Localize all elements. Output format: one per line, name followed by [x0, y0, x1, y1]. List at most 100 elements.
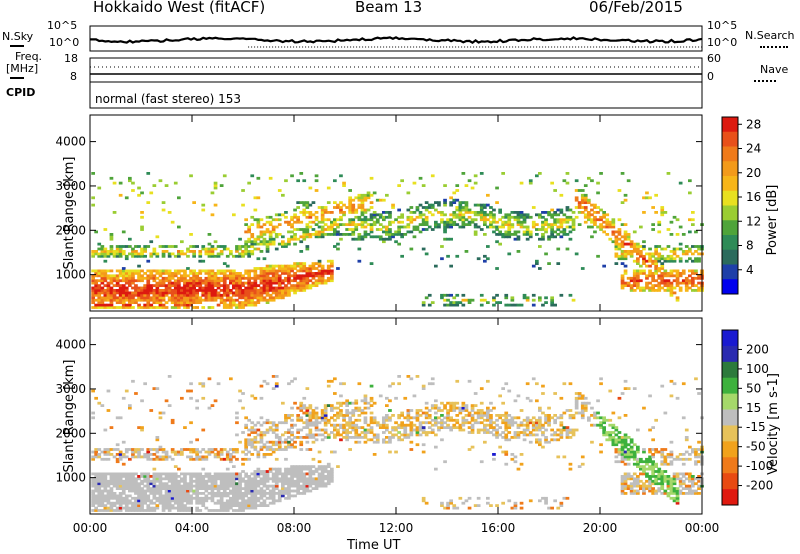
range-time-cell [580, 193, 585, 197]
range-time-cell [265, 276, 270, 280]
range-time-cell [501, 220, 505, 224]
range-time-cell [504, 215, 509, 219]
range-time-cell [406, 208, 411, 212]
range-time-cell [556, 218, 561, 222]
range-time-cell [403, 396, 408, 400]
range-time-cell [207, 487, 212, 490]
range-time-cell [210, 298, 215, 302]
range-time-cell [210, 250, 215, 253]
range-time-cell [134, 298, 138, 302]
range-time-cell [351, 230, 356, 234]
range-time-cell [486, 414, 490, 417]
range-time-cell [507, 218, 512, 222]
range-time-cell [274, 293, 279, 297]
range-time-cell [140, 455, 144, 459]
range-time-cell [317, 274, 322, 278]
range-time-cell [155, 450, 160, 454]
range-time-cell [357, 198, 362, 202]
range-time-cell [118, 482, 123, 486]
range-time-cell [137, 186, 141, 190]
range-time-cell [547, 423, 551, 427]
range-time-cell [253, 494, 258, 498]
nsearch-tick-bottom: 10^0 [707, 36, 738, 49]
range-time-cell [149, 289, 154, 292]
range-time-cell [602, 230, 606, 234]
range-time-cell [164, 504, 169, 507]
range-time-cell [565, 431, 570, 434]
range-time-cell [100, 496, 105, 500]
range-time-cell [241, 296, 245, 300]
range-time-cell [516, 223, 521, 226]
range-time-cell [302, 467, 307, 471]
range-time-cell [155, 438, 160, 442]
range-time-cell [161, 269, 166, 273]
range-time-cell [461, 215, 466, 219]
range-time-cell [91, 293, 95, 297]
range-time-cell [587, 176, 591, 180]
range-time-cell [311, 262, 316, 265]
range-time-cell [271, 423, 276, 427]
range-time-cell [571, 220, 576, 224]
range-time-cell [287, 443, 291, 447]
range-time-cell [112, 298, 117, 302]
range-time-cell [198, 382, 203, 386]
range-time-cell [293, 484, 297, 488]
range-time-cell [222, 274, 227, 278]
range-time-cell [305, 479, 310, 483]
range-time-cell [109, 426, 114, 429]
range-time-cell [372, 211, 377, 214]
range-time-cell [259, 225, 264, 229]
range-time-cell [262, 504, 267, 507]
range-time-cell [681, 252, 686, 256]
range-time-cell [229, 276, 233, 280]
range-time-cell [91, 289, 95, 292]
range-time-cell [235, 286, 239, 290]
range-time-cell [691, 281, 695, 285]
range-time-cell [253, 428, 258, 432]
range-time-cell [216, 475, 221, 478]
range-time-cell [305, 411, 310, 415]
range-time-cell [446, 254, 450, 258]
range-time-cell [479, 172, 484, 175]
range-time-cell [155, 289, 160, 292]
range-time-cell [253, 438, 258, 442]
range-time-cell [388, 438, 392, 442]
range-time-cell [268, 426, 273, 429]
range-time-cell [651, 206, 655, 209]
range-time-cell [397, 228, 401, 231]
range-time-cell [137, 286, 141, 290]
range-time-cell [164, 291, 169, 295]
range-time-cell [134, 492, 138, 495]
range-time-cell [91, 494, 95, 498]
range-time-cell [394, 426, 398, 429]
range-time-cell [232, 494, 236, 498]
range-time-cell [106, 482, 111, 486]
range-time-cell [403, 423, 408, 427]
range-time-cell [360, 235, 365, 239]
range-time-cell [118, 499, 123, 503]
range-time-cell [152, 496, 157, 500]
range-time-cell [470, 298, 475, 302]
range-time-cell [632, 230, 637, 234]
range-time-cell [320, 279, 325, 283]
range-time-cell [232, 465, 236, 468]
range-time-cell [504, 230, 509, 234]
range-time-cell [513, 504, 518, 507]
range-time-cell [397, 431, 401, 434]
range-time-cell [473, 230, 478, 234]
range-time-cell [140, 479, 144, 483]
range-time-cell [253, 489, 258, 493]
range-time-cell [574, 399, 579, 403]
range-time-cell [100, 301, 105, 304]
range-time-cell [443, 303, 447, 307]
range-time-cell [225, 286, 230, 290]
range-time-cell [639, 479, 643, 483]
range-time-cell [155, 254, 160, 258]
range-time-cell [421, 384, 426, 388]
range-time-cell [158, 274, 163, 278]
range-time-cell [284, 264, 288, 268]
range-time-cell [651, 489, 655, 493]
range-time-cell [128, 176, 132, 180]
range-time-cell [140, 286, 144, 290]
range-time-cell [225, 477, 230, 481]
